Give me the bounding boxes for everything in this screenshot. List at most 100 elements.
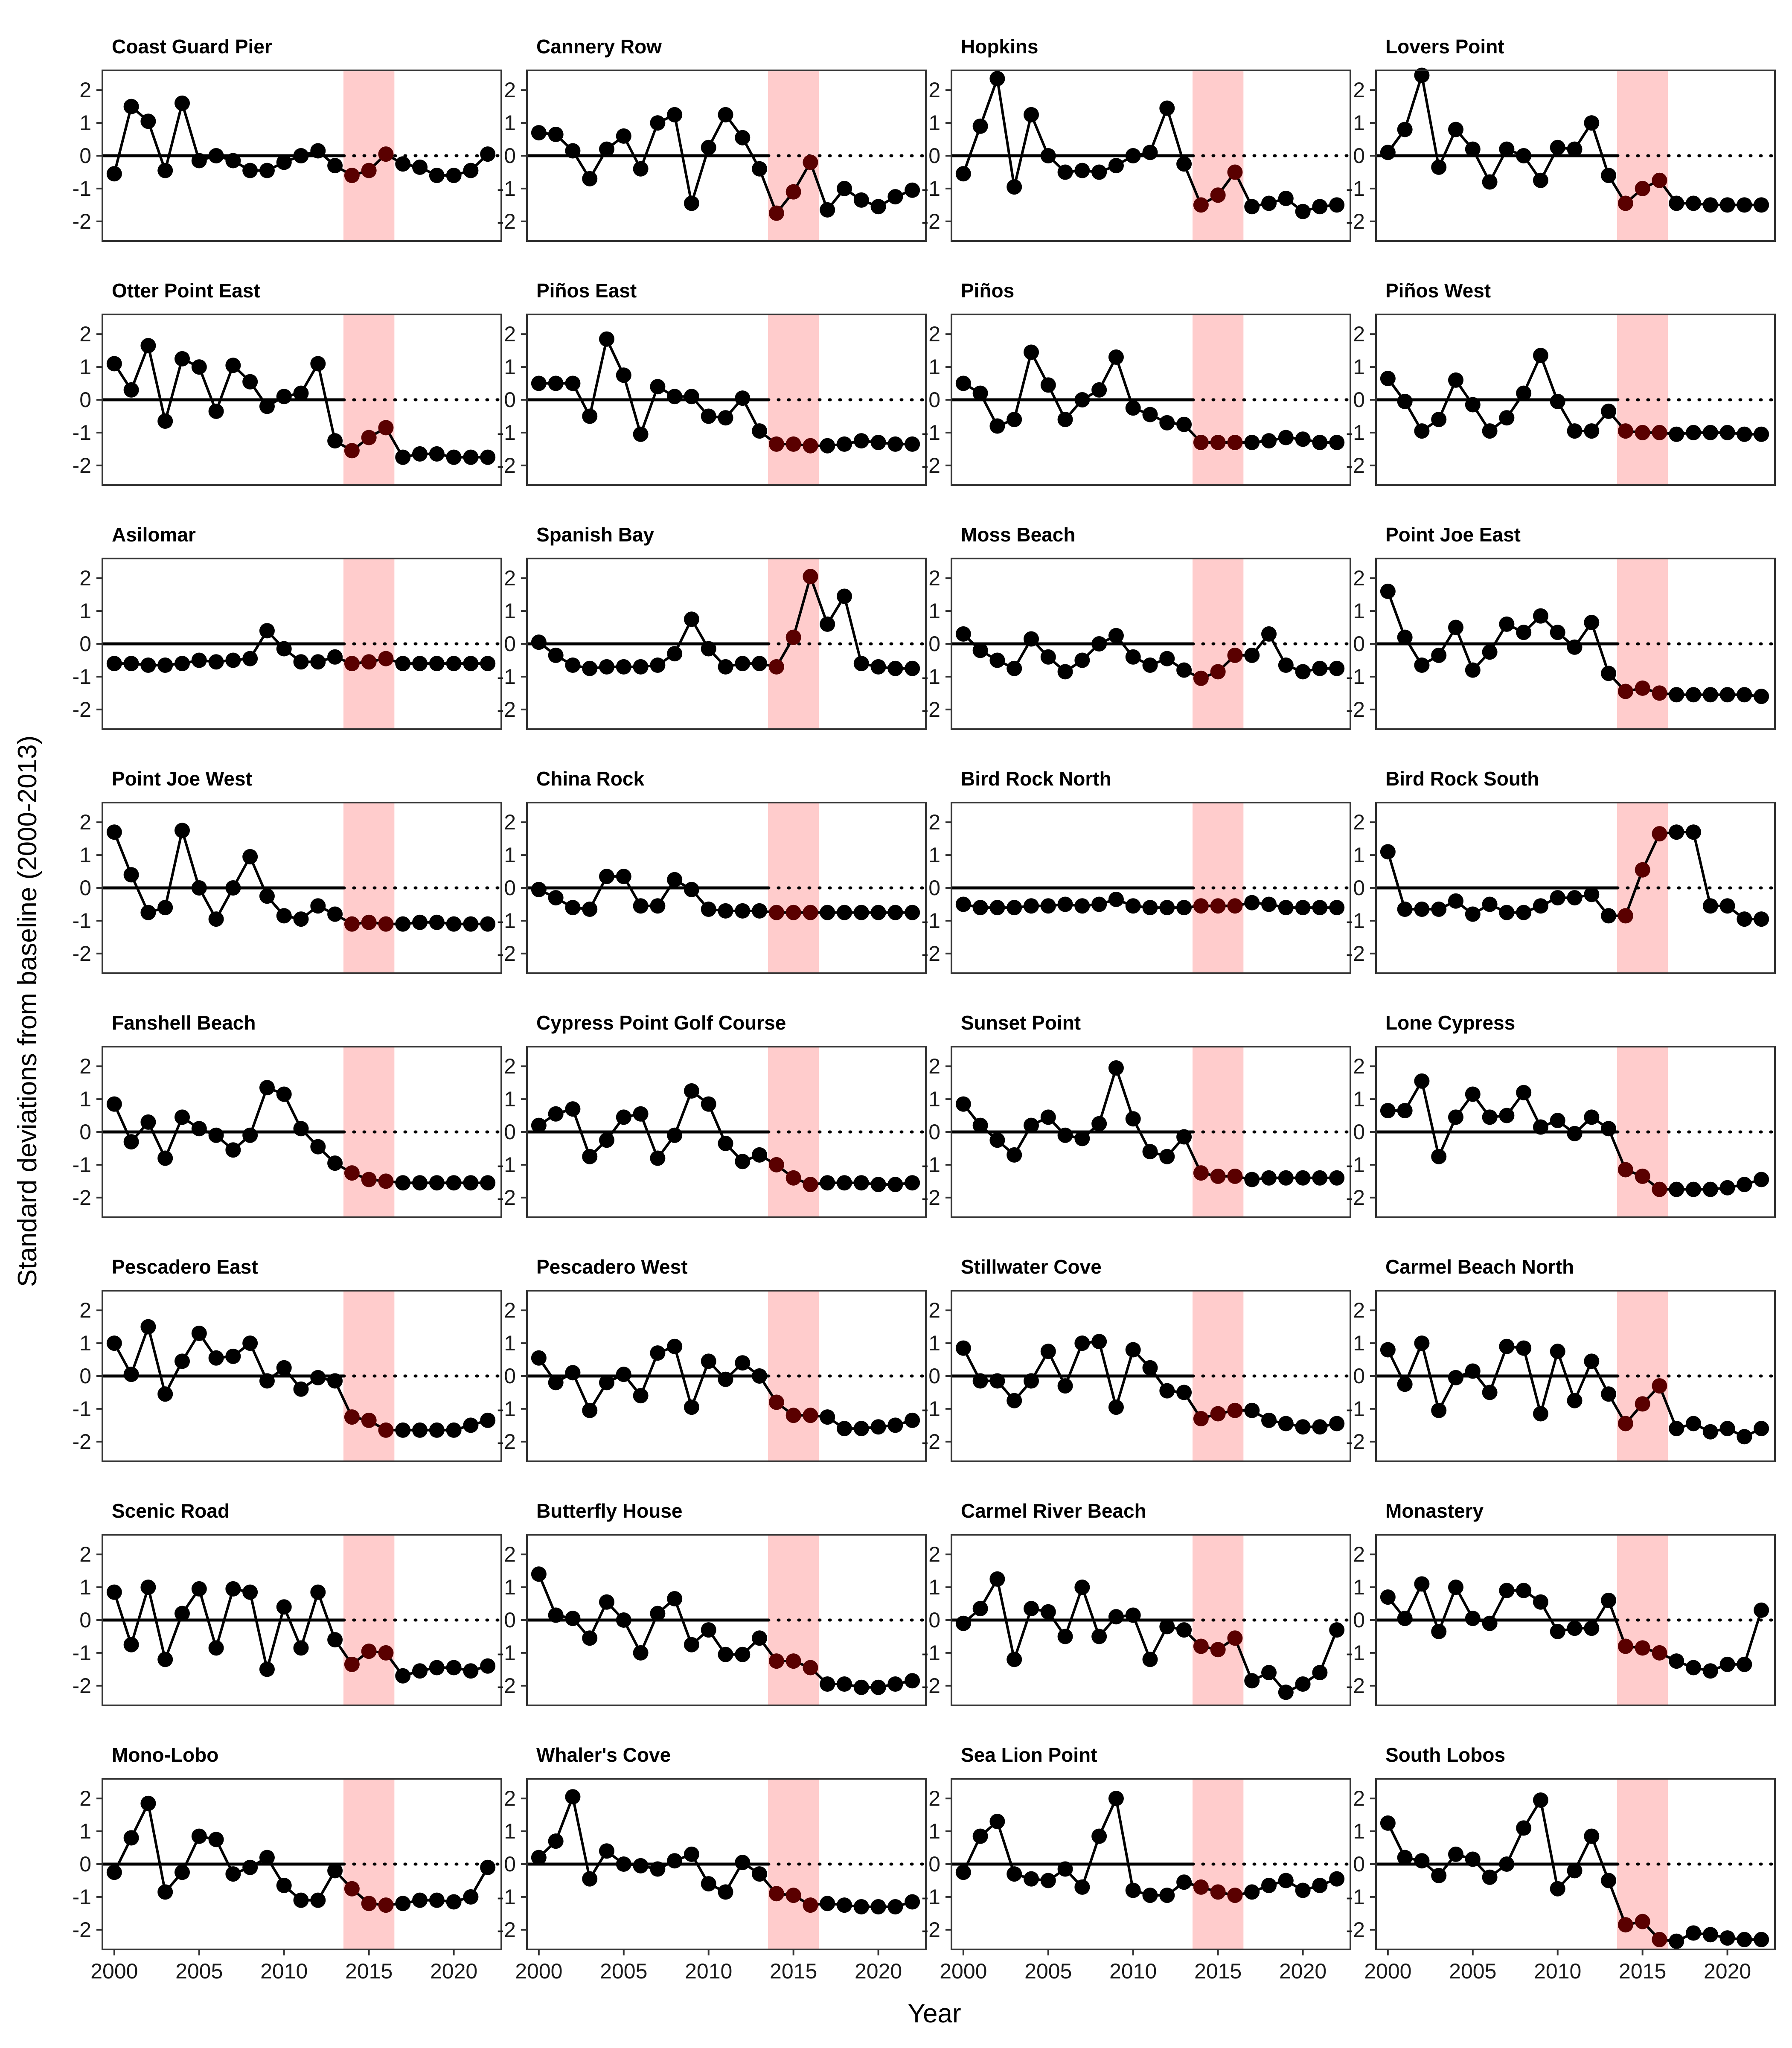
- y-tick-label: -1: [73, 909, 91, 933]
- data-point: [1244, 435, 1260, 450]
- y-tick-label: 0: [504, 144, 516, 168]
- data-point: [905, 905, 920, 920]
- data-point: [106, 656, 122, 672]
- data-point: [1329, 900, 1345, 916]
- panel-title: Sea Lion Point: [961, 1744, 1097, 1766]
- data-point: [1737, 1177, 1752, 1193]
- data-point: [1550, 1113, 1565, 1129]
- data-point: [1176, 416, 1192, 432]
- y-tick-label: 2: [1353, 810, 1365, 834]
- data-point: [1057, 1378, 1073, 1394]
- y-tick-label: -1: [922, 1397, 940, 1421]
- y-tick-label: -2: [73, 698, 91, 721]
- data-point: [820, 616, 835, 632]
- data-point: [175, 656, 190, 672]
- data-point: [412, 159, 428, 175]
- data-point: [1244, 1884, 1260, 1900]
- data-point: [1516, 1583, 1532, 1598]
- panel-title: Coast Guard Pier: [112, 35, 272, 58]
- data-point: [1040, 1604, 1056, 1620]
- data-point: [582, 1630, 598, 1646]
- data-point: [1669, 824, 1684, 840]
- data-point: [820, 1896, 835, 1911]
- data-point: [1397, 1850, 1413, 1865]
- data-point: [1193, 435, 1209, 450]
- data-point: [1584, 1353, 1600, 1369]
- data-point: [1617, 1162, 1633, 1178]
- data-point: [1550, 625, 1565, 640]
- y-tick-label: 1: [504, 111, 516, 135]
- facet-panel: Mono-Lobo -2 -1 0 1 2 2000 2005 2010 2015 2020: [73, 1744, 503, 1983]
- data-point: [1091, 896, 1107, 912]
- data-point: [446, 449, 462, 465]
- y-tick-label: 1: [79, 843, 91, 867]
- data-point: [1652, 172, 1667, 188]
- facet-panel: Point Joe East -2 -1 0 1 2: [1346, 524, 1777, 730]
- data-point: [735, 1355, 751, 1371]
- data-point: [531, 1566, 547, 1582]
- data-point: [599, 1594, 614, 1610]
- facet-panel: Asilomar -2 -1 0 1 2: [73, 524, 503, 730]
- panel-title: Asilomar: [112, 524, 196, 546]
- data-point: [1159, 1149, 1175, 1164]
- data-point: [820, 1676, 835, 1692]
- data-point: [582, 1402, 598, 1418]
- y-tick-label: 2: [79, 566, 91, 590]
- data-point: [175, 1606, 190, 1621]
- data-point: [1652, 1378, 1667, 1394]
- data-point: [1397, 122, 1413, 137]
- data-point: [1108, 1791, 1124, 1807]
- data-point: [633, 161, 649, 177]
- data-point: [1024, 1373, 1039, 1389]
- data-point: [853, 1679, 869, 1695]
- data-point: [310, 1892, 326, 1908]
- data-point: [633, 1106, 649, 1122]
- y-tick-label: 2: [504, 810, 516, 834]
- data-point: [785, 1888, 801, 1903]
- panel-title: Pescadero East: [112, 1256, 258, 1278]
- y-tick-label: -2: [73, 942, 91, 966]
- data-point: [395, 1668, 411, 1684]
- data-point: [1007, 179, 1022, 195]
- data-point: [429, 914, 445, 930]
- data-point: [870, 1177, 886, 1193]
- y-tick-label: 1: [1353, 355, 1365, 379]
- data-point: [1482, 1385, 1498, 1400]
- data-point: [480, 1412, 496, 1428]
- data-point: [582, 408, 598, 424]
- data-point: [1702, 425, 1718, 440]
- data-point: [1108, 628, 1124, 643]
- data-point: [1482, 1869, 1498, 1885]
- data-point: [989, 652, 1005, 668]
- data-point: [1176, 1385, 1192, 1400]
- data-point: [1040, 898, 1056, 914]
- facet-panel: Moss Beach -2 -1 0 1 2: [922, 524, 1352, 730]
- data-point: [175, 95, 190, 111]
- data-point: [106, 166, 122, 182]
- y-tick-label: -2: [497, 209, 516, 233]
- data-point: [1074, 1335, 1090, 1351]
- y-tick-label: 2: [928, 1298, 940, 1322]
- data-point: [1702, 1424, 1718, 1440]
- y-tick-label: -2: [1346, 942, 1365, 966]
- data-point: [480, 1658, 496, 1674]
- data-point: [293, 385, 309, 401]
- data-point: [361, 1412, 377, 1428]
- data-point: [1091, 164, 1107, 180]
- data-point: [1567, 639, 1583, 655]
- y-axis-title: Standard deviations from baseline (2000-…: [13, 736, 42, 1287]
- data-point: [412, 1422, 428, 1438]
- y-tick-label: 2: [928, 1054, 940, 1078]
- data-point: [1261, 1170, 1277, 1186]
- y-tick-label: 0: [928, 632, 940, 656]
- data-point: [157, 900, 173, 916]
- data-point: [972, 1373, 988, 1389]
- data-point: [1312, 435, 1328, 450]
- y-tick-label: 2: [928, 1786, 940, 1810]
- data-point: [1295, 431, 1311, 447]
- data-point: [1601, 403, 1617, 419]
- data-point: [1142, 1888, 1158, 1903]
- data-point: [1686, 1925, 1702, 1941]
- data-point: [1550, 890, 1565, 906]
- data-point: [1261, 896, 1277, 912]
